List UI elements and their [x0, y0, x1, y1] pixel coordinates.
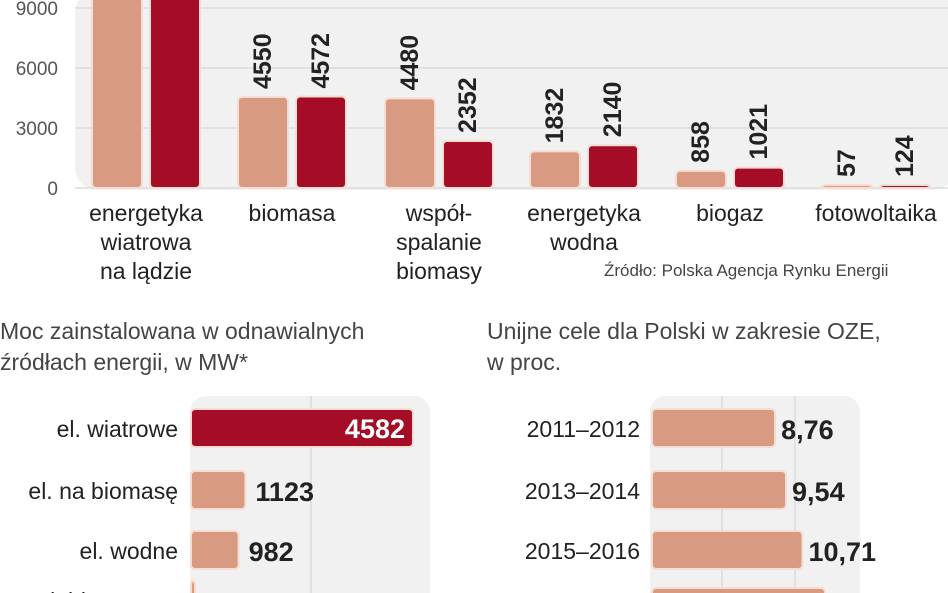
bar-value-label: 4480 — [396, 35, 424, 91]
bar — [237, 96, 289, 189]
bar — [587, 144, 639, 189]
left-bar-value: 1123 — [255, 477, 314, 507]
right-bar-value: 9,54 — [792, 477, 845, 507]
x-category-label: biomasa — [249, 200, 336, 226]
bar-value-label: 1832 — [541, 88, 569, 144]
source-note: Źródło: Polska Agencja Rynku Energii — [604, 261, 889, 280]
left-bar-value: 4582 — [345, 414, 405, 444]
x-category-label: na lądzie — [100, 258, 192, 284]
right-category-label: 2011–2012 — [527, 416, 640, 442]
bar-value-label: 4572 — [307, 33, 335, 89]
bar — [442, 139, 494, 190]
y-tick-label: 9000 — [16, 0, 58, 20]
right-bar — [651, 470, 788, 510]
bar — [91, 0, 143, 189]
right-category-label: 2013–2014 — [525, 478, 640, 504]
right-chart-title: Unijne cele dla Polski w zakresie OZE, w… — [487, 316, 881, 378]
bar-value-label: 2140 — [599, 82, 627, 138]
right-bar-value: 10,71 — [808, 537, 876, 567]
left-category-label: el. wiatrowe — [57, 416, 178, 442]
left-category-label: el. wodne — [80, 538, 178, 564]
x-category-label: biogaz — [696, 200, 764, 226]
right-bar-partial — [651, 587, 826, 593]
bar-value-label: 1021 — [745, 104, 773, 160]
right-category-label: 2015–2016 — [525, 538, 640, 564]
left-bar — [190, 408, 414, 448]
x-category-label: spalanie — [396, 229, 482, 255]
bar-value-label: 57 — [833, 149, 861, 177]
x-category-label: fotowoltaika — [815, 200, 937, 226]
left-chart-title: Moc zainstalowana w odnawialnych źródłac… — [0, 316, 364, 378]
x-category-label: wodna — [549, 229, 618, 255]
bar — [821, 184, 873, 189]
left-bar — [190, 470, 247, 510]
right-bar — [651, 408, 777, 448]
right-bar — [651, 530, 804, 570]
y-tick-label: 6000 — [16, 59, 58, 80]
plot-background — [75, 0, 948, 190]
right-title-line-1: Unijne cele dla Polski w zakresie OZE, — [487, 318, 881, 344]
bar — [295, 95, 347, 189]
x-category-label: współ- — [405, 200, 472, 226]
left-bar — [190, 580, 196, 593]
x-category-label: wiatrowa — [100, 229, 192, 255]
x-category-label: energetyka — [89, 200, 203, 226]
y-tick-label: 0 — [47, 179, 58, 200]
left-bar — [190, 530, 240, 570]
x-category-label: biomasy — [396, 258, 482, 284]
bar — [384, 97, 436, 189]
x-category-label: energetyka — [527, 200, 641, 226]
bar — [879, 184, 931, 189]
y-tick-label: 3000 — [16, 119, 58, 140]
bar — [675, 169, 727, 189]
bar — [149, 0, 201, 189]
bar-value-label: 858 — [687, 121, 715, 163]
left-title-line-1: Moc zainstalowana w odnawialnych — [0, 318, 365, 344]
left-bar-value: 982 — [249, 537, 294, 567]
bar-value-label: 4550 — [249, 33, 277, 89]
bar — [733, 166, 785, 190]
right-bar-value: 8,76 — [781, 415, 834, 445]
bar — [529, 150, 581, 189]
bar-value-label: 124 — [891, 135, 919, 177]
bar-value-label: 2352 — [454, 77, 482, 133]
left-category-label: el. biogazowe — [37, 588, 178, 593]
left-title-line-2: źródłach energii, w MW* — [0, 349, 248, 375]
left-category-label: el. na biomasę — [28, 478, 178, 504]
right-title-line-2: w proc. — [487, 349, 562, 375]
